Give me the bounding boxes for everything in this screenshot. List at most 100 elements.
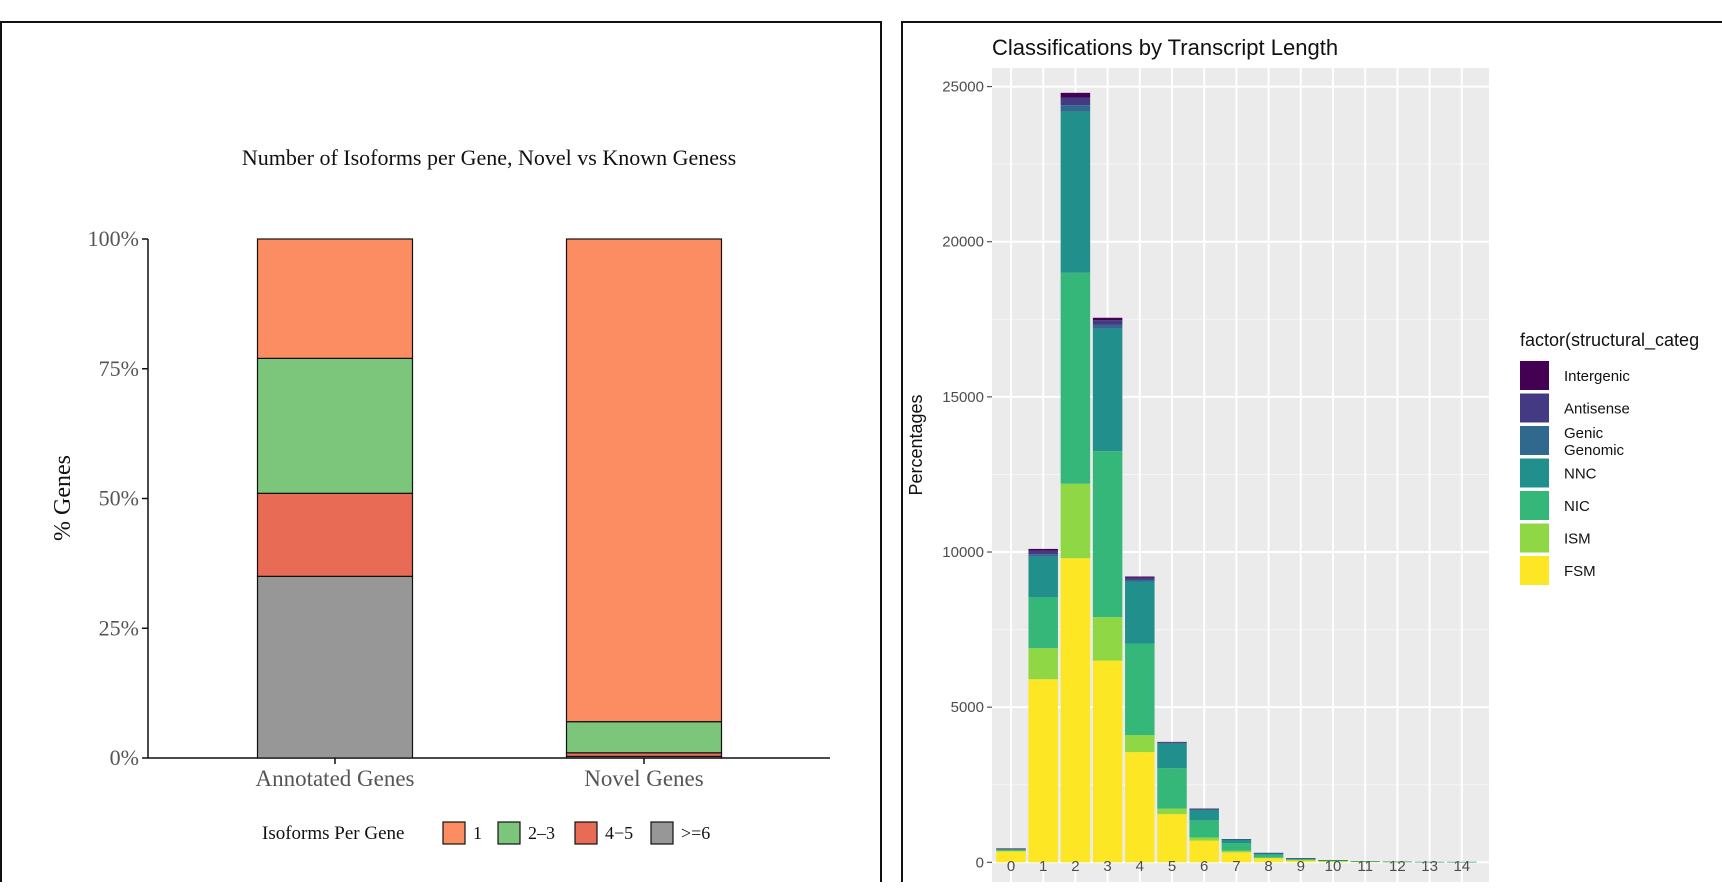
legend-swatch-4-5 (574, 821, 598, 845)
y-tick-label: 25000 (942, 79, 984, 96)
bar-segment-10-ism (1318, 861, 1348, 862)
x-tick-label: 5 (1168, 858, 1176, 875)
bar-segment-7-nnc (1221, 839, 1252, 844)
isoforms-per-gene-chart: Number of Isoforms per Gene, Novel vs Kn… (50, 145, 830, 845)
bar-segment-5-nnc (1157, 743, 1187, 769)
legend-label-genic-genomic-line1: Genic (1564, 425, 1604, 442)
chart-title: Number of Isoforms per Gene, Novel vs Kn… (242, 145, 736, 170)
legend-swatch-intergenic (1520, 361, 1549, 390)
bar-segment-4-ism (1125, 735, 1155, 753)
y-axis-label: % Genes (50, 455, 76, 541)
bar-segment-8-ism (1253, 857, 1284, 859)
bar-segment-10-fsm (1318, 861, 1348, 863)
x-tick-label: 2 (1071, 858, 1079, 875)
bar-segment-2-intergenic (1060, 92, 1091, 98)
legend-label-nic: NIC (1564, 498, 1590, 515)
bar-segment-4-fsm (1125, 752, 1155, 863)
bar-segment-3-ism (1092, 617, 1123, 661)
legend-swatch-nnc (1520, 458, 1549, 488)
legend-label-6: >=6 (681, 823, 710, 843)
x-tick-label: 8 (1264, 858, 1272, 875)
bar-segment-6-fsm (1189, 840, 1219, 863)
x-tick-label-novel-genes: Novel Genes (584, 766, 703, 791)
bar-segment-10-nic (1318, 860, 1348, 862)
bar-segment-annotated-genes-2-3 (256, 357, 414, 494)
legend-label-antisense: Antisense (1564, 401, 1630, 418)
bar-segment-2-antisense (1060, 97, 1091, 106)
bar-segment-6-nnc (1189, 809, 1219, 821)
bar-segment-9-antisense (1286, 858, 1316, 859)
x-tick-label: 3 (1103, 858, 1111, 875)
bar-segment-5-genic-genomic (1157, 742, 1187, 744)
legend-swatch-ism (1520, 523, 1549, 553)
bar-segment-10-genic-genomic (1318, 860, 1348, 861)
y-tick-label: 100% (88, 226, 139, 251)
bar-segment-1-intergenic (1028, 548, 1058, 551)
bar-segment-8-fsm (1253, 858, 1284, 863)
bar-segment-9-ism (1286, 860, 1316, 861)
bar-segment-annotated-genes-6 (256, 575, 414, 759)
legend-label-2-3: 2–3 (528, 823, 555, 843)
bar-segment-4-nnc (1125, 581, 1155, 644)
x-tick-label: 11 (1357, 858, 1373, 875)
x-tick-label: 10 (1325, 858, 1342, 875)
transcript-length-chart: Classifications by Transcript Length 0 500… (906, 35, 1699, 882)
y-tick-label: 5000 (951, 699, 984, 716)
legend-label-1: 1 (473, 823, 482, 843)
y-tick-label: 0% (110, 745, 139, 770)
x-tick-label: 9 (1297, 858, 1305, 875)
bar-segment-3-antisense (1092, 320, 1123, 325)
bar-segment-5-intergenic (1157, 741, 1187, 743)
x-axis-label: Transcript Length (kb) (1157, 880, 1323, 882)
bar-segment-11-ism (1350, 861, 1380, 863)
bar-segment-9-fsm (1286, 860, 1316, 863)
y-tick-label: 75% (99, 356, 139, 381)
chart-title: Classifications by Transcript Length (992, 35, 1338, 60)
legend-swatch-antisense (1520, 393, 1549, 423)
bar-segment-3-intergenic (1092, 317, 1123, 321)
legend-label-fsm: FSM (1564, 563, 1596, 580)
x-tick-label: 4 (1136, 858, 1144, 875)
bar-segment-6-genic-genomic (1189, 809, 1219, 810)
bar-segment-12-nnc (1382, 861, 1413, 863)
bar-segment-3-genic-genomic (1092, 324, 1123, 329)
legend-swatch-2-3 (497, 821, 521, 845)
y-tick-label: 0 (976, 854, 984, 871)
bar-segment-6-ism (1189, 837, 1219, 841)
bar-segment-5-nic (1157, 768, 1187, 809)
bar-segment-8-nic (1253, 854, 1284, 858)
bar-segment-2-nnc (1060, 111, 1091, 273)
bar-segment-2-ism (1060, 483, 1091, 559)
bar-segment-annotated-genes-4-5 (256, 492, 414, 577)
left-chart-panel: Number of Isoforms per Gene, Novel vs Kn… (0, 21, 882, 882)
bar-segment-5-fsm (1157, 814, 1187, 863)
bar-segment-2-genic-genomic (1060, 105, 1091, 112)
x-tick-label: 6 (1200, 858, 1208, 875)
y-tick-label: 15000 (942, 389, 984, 406)
x-tick-label: 7 (1232, 858, 1240, 875)
bar-segment-1-genic-genomic (1028, 554, 1058, 557)
bar-segment-5-ism (1157, 808, 1187, 815)
bar-segment-0-ism (996, 850, 1026, 852)
bar-segment-6-intergenic (1189, 808, 1219, 810)
y-tick-label: 25% (99, 615, 139, 640)
bar-segment-0-nic (996, 849, 1026, 851)
y-tick-label: 20000 (942, 234, 984, 251)
bar-segment-annotated-genes-1 (256, 238, 414, 359)
bar-segment-8-nnc (1253, 852, 1284, 855)
bar-segment-2-nic (1060, 272, 1091, 484)
y-tick-label: 10000 (942, 544, 984, 561)
bar-segment-8-antisense (1253, 852, 1284, 854)
bar-segment-5-antisense (1157, 742, 1187, 743)
bar-segment-1-nnc (1028, 556, 1058, 598)
x-tick-label: 0 (1007, 858, 1015, 875)
bar-segment-3-nnc (1092, 328, 1123, 452)
y-tick-label: 50% (99, 486, 139, 511)
legend-label-nnc: NNC (1564, 466, 1597, 483)
bar-segment-7-antisense (1221, 839, 1252, 840)
bar-segment-9-nic (1286, 858, 1316, 861)
bar-segment-6-antisense (1189, 808, 1219, 810)
x-tick-label: 12 (1389, 858, 1406, 875)
bar-segment-6-nic (1189, 820, 1219, 838)
bar-segment-3-fsm (1092, 660, 1123, 863)
